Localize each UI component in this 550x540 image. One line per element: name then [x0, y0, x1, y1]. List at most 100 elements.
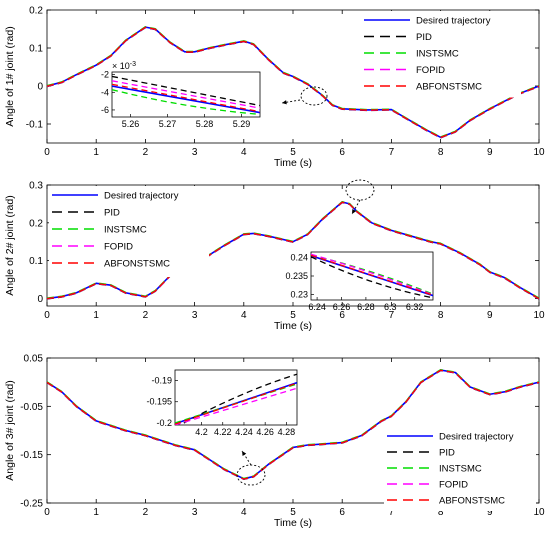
- inset-x-tick-label: 5.28: [196, 119, 214, 129]
- x-tick-label: 2: [143, 147, 149, 158]
- x-tick-label: 4: [241, 507, 247, 518]
- legend-label-desired-trajectory: Desired trajectory: [439, 432, 514, 443]
- inset-line-desired-trajectory: [112, 85, 260, 114]
- x-tick-label: 10: [533, 147, 545, 158]
- legend-background: [361, 11, 521, 98]
- inset-x-tick-label: 5.26: [122, 119, 140, 129]
- legend-label-fopid: FOPID: [416, 65, 445, 76]
- chart-panel-2: 0 1 2 3 4 5 6 7 8 9 10 0 0.1 0.2 0.3 Time (s) Angle of 2…: [4, 179, 545, 332]
- inset-line-instsmc: [112, 89, 260, 116]
- inset-y-tick-label: -0.2: [156, 418, 172, 428]
- legend-background: [384, 427, 536, 511]
- x-tick-label: 3: [192, 310, 198, 321]
- y-tick-label: 0: [37, 82, 43, 93]
- legend-label-abfonstsmc: ABFONSTSMC: [104, 259, 170, 270]
- y-tick-label: -0.25: [20, 499, 43, 510]
- y-tick-label: 0.3: [29, 181, 43, 192]
- series-line-abfonstsmc: [47, 201, 539, 300]
- series-line-abfonstsmc: [47, 369, 539, 480]
- x-axis-label: Time (s): [274, 320, 312, 332]
- x-tick-label: 5: [290, 310, 296, 321]
- y-tick-label: 0.2: [29, 218, 43, 229]
- y-tick-label: -0.1: [26, 120, 44, 131]
- x-tick-label: 7: [389, 147, 395, 158]
- legend-label-instsmc: INSTSMC: [439, 464, 482, 475]
- x-tick-label: 10: [533, 507, 545, 518]
- y-tick-label: 0.2: [29, 6, 43, 17]
- y-tick-label: -0.15: [20, 450, 43, 461]
- inset-x-tick-label: 6.24: [308, 302, 326, 312]
- x-tick-label: 1: [93, 147, 99, 158]
- x-tick-label: 8: [438, 147, 444, 158]
- x-tick-label: 6: [339, 507, 345, 518]
- chart-panels: 0 1 2 3 4 5 6 7 8 9 10 -0.1 0 0.1 0.2 Time (s) Angle of …: [4, 6, 545, 530]
- inset-y-tick-label: -4: [101, 87, 109, 97]
- series-line-abfonstsmc: [47, 26, 539, 139]
- inset-exponent-label: × 10-3: [112, 61, 136, 71]
- inset-y-tick-label: 0.24: [290, 253, 308, 263]
- inset-zoom: 5.26 5.27 5.28 5.29 -2 -4 -6 × 10-3: [101, 61, 261, 129]
- zoom-arrow-head: [242, 451, 247, 456]
- x-tick-label: 9: [487, 147, 493, 158]
- legend-label-abfonstsmc: ABFONSTSMC: [416, 82, 482, 93]
- inset-x-tick-label: 6.28: [357, 302, 375, 312]
- inset-y-tick-label: 0.235: [285, 271, 308, 281]
- inset-line-pid: [311, 256, 433, 299]
- y-axis-label: Angle of 2# joint (rad): [4, 195, 16, 295]
- x-tick-label: 8: [438, 310, 444, 321]
- x-tick-label: 6: [339, 310, 345, 321]
- inset-x-tick-label: 6.3: [384, 302, 397, 312]
- x-tick-label: 4: [241, 147, 247, 158]
- inset-line-abfonstsmc: [112, 83, 260, 113]
- x-tick-label: 2: [143, 507, 149, 518]
- chart-panel-1: 0 1 2 3 4 5 6 7 8 9 10 -0.1 0 0.1 0.2 Time (s) Angle of …: [4, 6, 545, 170]
- zoom-arrow-head: [282, 100, 287, 105]
- inset-x-tick-label: 4.26: [256, 427, 274, 437]
- y-tick-label: 0.05: [24, 354, 44, 365]
- x-tick-label: 0: [44, 147, 50, 158]
- legend-label-abfonstsmc: ABFONSTSMC: [439, 496, 505, 507]
- x-tick-label: 5: [290, 147, 296, 158]
- x-tick-label: 9: [487, 310, 493, 321]
- inset-y-tick-label: -0.195: [146, 397, 172, 407]
- x-tick-label: 7: [389, 507, 395, 518]
- legend-label-fopid: FOPID: [439, 480, 468, 491]
- x-tick-label: 7: [389, 310, 395, 321]
- legend-label-instsmc: INSTSMC: [416, 49, 459, 60]
- y-axis-label: Angle of 1# joint (rad): [4, 26, 16, 126]
- x-tick-label: 0: [44, 310, 50, 321]
- legend-label-pid: PID: [439, 448, 455, 459]
- inset-y-tick-label: -0.19: [151, 376, 172, 386]
- x-tick-label: 5: [290, 507, 296, 518]
- inset-x-tick-label: 5.29: [233, 119, 251, 129]
- x-tick-label: 8: [438, 507, 444, 518]
- x-tick-label: 2: [143, 310, 149, 321]
- inset-x-tick-label: 4.24: [235, 427, 253, 437]
- inset-x-tick-label: 4.28: [278, 427, 296, 437]
- legend-background: [49, 186, 209, 277]
- x-tick-label: 6: [339, 147, 345, 158]
- inset-exponent-power: -3: [130, 61, 136, 68]
- x-tick-label: 4: [241, 310, 247, 321]
- inset-line-fopid: [311, 253, 433, 296]
- legend-label-pid: PID: [104, 208, 120, 219]
- inset-line-fopid: [112, 80, 260, 109]
- inset-y-tick-label: -2: [101, 70, 109, 80]
- inset-x-tick-label: 4.22: [214, 427, 232, 437]
- legend: Desired trajectory PID INSTSMC FOPID ABFONST…: [49, 186, 209, 277]
- x-axis-label: Time (s): [274, 157, 312, 169]
- x-tick-label: 3: [192, 147, 198, 158]
- inset-x-tick-label: 5.27: [159, 119, 177, 129]
- inset-line-pid: [112, 75, 260, 107]
- legend-label-instsmc: INSTSMC: [104, 225, 147, 236]
- y-tick-label: 0.1: [29, 44, 43, 55]
- y-tick-label: 0: [37, 294, 43, 305]
- y-axis-label: Angle of 3# joint (rad): [4, 380, 16, 480]
- legend-label-fopid: FOPID: [104, 242, 133, 253]
- x-tick-label: 0: [44, 507, 50, 518]
- zoom-arrow-head: [352, 209, 357, 214]
- inset-zoom: 6.24 6.26 6.28 6.3 6.32 0.24 0.235 0.23: [285, 251, 434, 312]
- legend-label-desired-trajectory: Desired trajectory: [104, 191, 179, 202]
- x-tick-label: 9: [487, 507, 493, 518]
- legend: Desired trajectory PID INSTSMC FOPID ABFONST…: [384, 427, 536, 511]
